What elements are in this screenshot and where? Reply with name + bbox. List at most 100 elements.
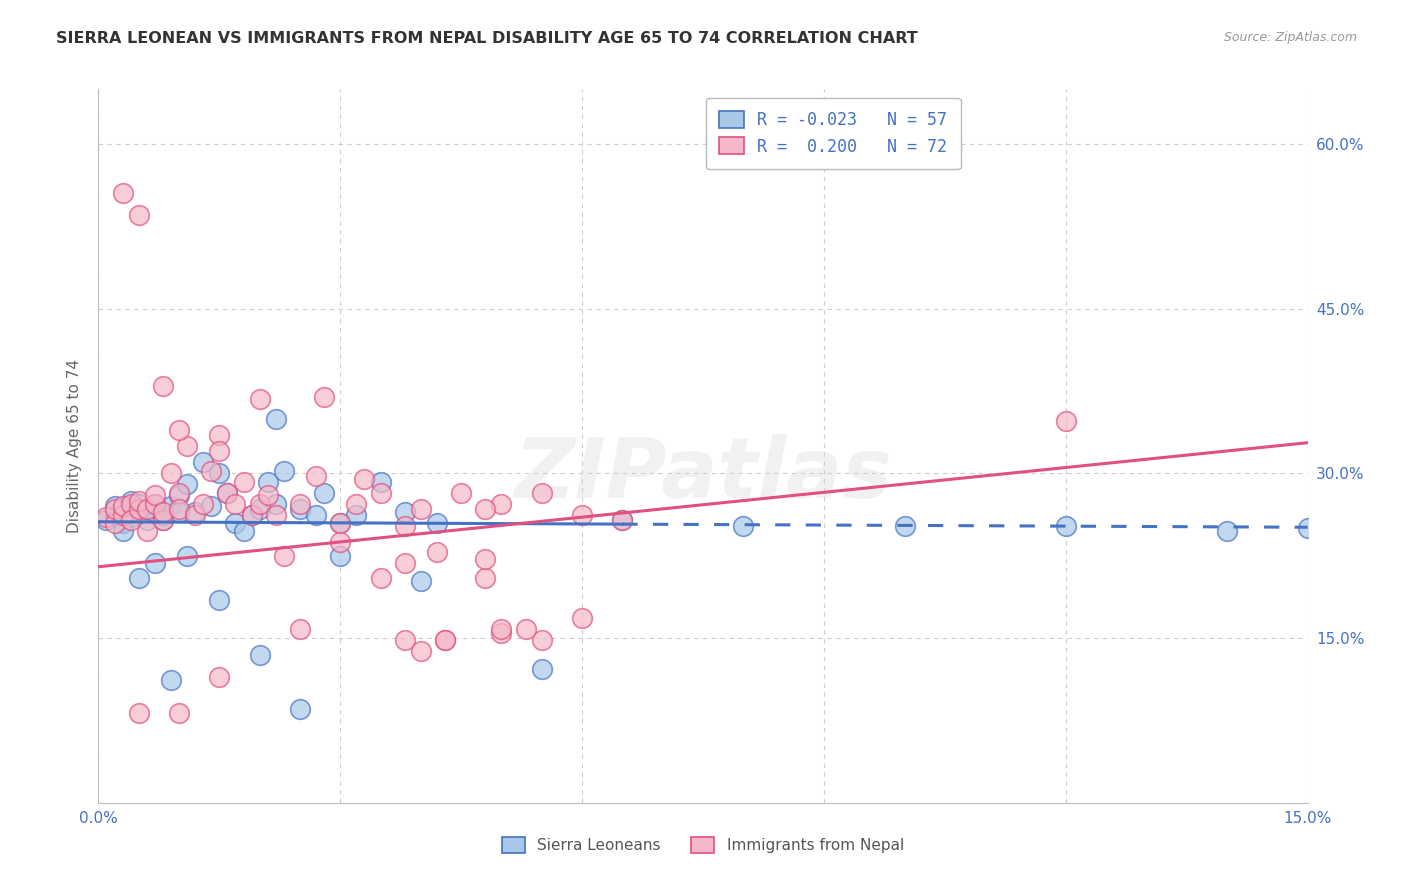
Point [450, 486, 472, 500]
Point [314, 390, 336, 404]
Point [111, 524, 134, 538]
Point [571, 508, 593, 523]
Point [96, 512, 118, 526]
Point [128, 571, 150, 585]
Point [224, 497, 246, 511]
Point [200, 500, 222, 514]
Point [409, 501, 432, 516]
Point [208, 669, 231, 683]
Legend: Sierra Leoneans, Immigrants from Nepal: Sierra Leoneans, Immigrants from Nepal [496, 831, 910, 859]
Point [305, 468, 328, 483]
Point [249, 497, 271, 511]
Point [176, 549, 198, 563]
Point [200, 464, 222, 478]
Point [314, 486, 336, 500]
Point [426, 516, 449, 530]
Point [135, 501, 157, 516]
Point [329, 549, 352, 563]
Point [264, 411, 287, 425]
Point [120, 494, 142, 508]
Point [491, 625, 513, 640]
Point [160, 500, 183, 514]
Point [530, 662, 553, 676]
Point [394, 557, 416, 571]
Point [394, 505, 416, 519]
Point [111, 508, 134, 523]
Point [208, 444, 231, 458]
Point [128, 497, 150, 511]
Point [491, 497, 513, 511]
Point [96, 510, 118, 524]
Point [329, 516, 352, 530]
Point [103, 516, 125, 530]
Point [394, 519, 416, 533]
Point [120, 497, 142, 511]
Point [184, 505, 207, 519]
Point [232, 524, 254, 538]
Point [111, 516, 134, 530]
Point [143, 488, 166, 502]
Point [184, 508, 207, 523]
Point [273, 549, 295, 563]
Point [193, 455, 215, 469]
Point [394, 633, 416, 648]
Y-axis label: Disability Age 65 to 74: Disability Age 65 to 74 [67, 359, 83, 533]
Point [135, 501, 157, 516]
Point [288, 623, 311, 637]
Point [240, 508, 263, 523]
Point [434, 633, 457, 648]
Point [208, 467, 231, 481]
Point [160, 467, 183, 481]
Point [152, 512, 174, 526]
Point [120, 510, 142, 524]
Point [128, 494, 150, 508]
Point [128, 706, 150, 720]
Point [111, 186, 134, 201]
Point [152, 512, 174, 526]
Point [152, 508, 174, 523]
Point [249, 501, 271, 516]
Point [491, 623, 513, 637]
Point [571, 611, 593, 625]
Point [273, 464, 295, 478]
Point [733, 519, 755, 533]
Point [120, 512, 142, 526]
Point [1054, 414, 1077, 428]
Text: SIERRA LEONEAN VS IMMIGRANTS FROM NEPAL DISABILITY AGE 65 TO 74 CORRELATION CHAR: SIERRA LEONEAN VS IMMIGRANTS FROM NEPAL … [56, 31, 918, 46]
Point [135, 524, 157, 538]
Point [256, 475, 278, 490]
Point [344, 497, 367, 511]
Point [167, 423, 190, 437]
Point [256, 488, 278, 502]
Text: Source: ZipAtlas.com: Source: ZipAtlas.com [1223, 31, 1357, 45]
Point [1054, 519, 1077, 533]
Point [474, 552, 496, 566]
Point [111, 501, 134, 516]
Point [167, 706, 190, 720]
Point [167, 501, 190, 516]
Point [217, 486, 239, 500]
Point [103, 500, 125, 514]
Point [530, 486, 553, 500]
Point [370, 475, 392, 490]
Point [249, 648, 271, 662]
Point [208, 592, 231, 607]
Point [240, 508, 263, 523]
Point [305, 508, 328, 523]
Point [208, 428, 231, 442]
Point [612, 512, 634, 526]
Point [288, 501, 311, 516]
Point [612, 512, 634, 526]
Point [193, 497, 215, 511]
Point [152, 505, 174, 519]
Point [232, 475, 254, 490]
Point [329, 534, 352, 549]
Point [344, 508, 367, 523]
Point [143, 557, 166, 571]
Point [288, 497, 311, 511]
Point [176, 439, 198, 453]
Point [128, 505, 150, 519]
Point [167, 505, 190, 519]
Point [370, 571, 392, 585]
Point [111, 500, 134, 514]
